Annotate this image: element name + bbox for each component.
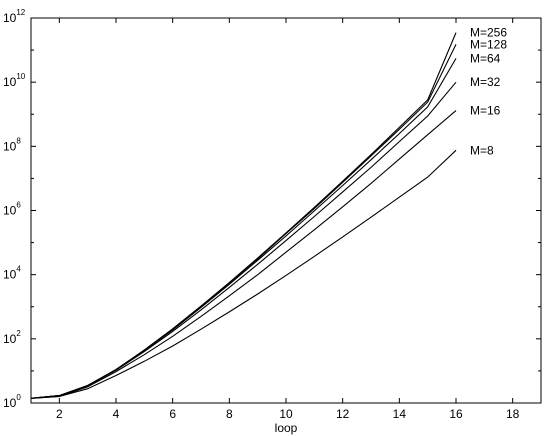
series-line-m-8 (30, 149, 457, 399)
x-tick-label: 12 (336, 407, 350, 421)
series-label-m-64: M=64 (470, 51, 501, 65)
x-tick-label: 4 (113, 407, 120, 421)
x-axis-ticks: 2 4 6 8 10 12 14 16 18 (56, 18, 520, 421)
x-tick-label: 6 (169, 407, 176, 421)
series-label-m-256: M=256 (470, 26, 507, 40)
series-label-m-16: M=16 (470, 104, 501, 118)
x-axis-title: loop (275, 421, 298, 435)
series-lines (30, 32, 457, 399)
x-tick-label: 16 (449, 407, 463, 421)
y-axis-ticks: 100 102 104 106 108 1010 1012 (3, 8, 541, 410)
series-label-m-128: M=128 (470, 37, 507, 51)
series-line-m-32 (30, 81, 457, 399)
y-tick-label: 102 (3, 329, 21, 346)
y-tick-label: 106 (3, 201, 21, 218)
y-tick-label: 100 (3, 393, 21, 410)
x-tick-label: 2 (56, 407, 63, 421)
plot-frame (30, 17, 542, 404)
x-tick-label: 14 (393, 407, 407, 421)
x-tick-label: 10 (279, 407, 293, 421)
y-tick-label: 108 (3, 136, 21, 153)
series-label-m-32: M=32 (470, 75, 501, 89)
series-line-m-16 (30, 110, 457, 399)
y-tick-label: 1010 (3, 72, 26, 89)
y-tick-label: 1012 (3, 8, 26, 25)
series-line-m-64 (30, 58, 457, 399)
series-line-m-256 (30, 32, 457, 399)
y-tick-label: 104 (3, 265, 21, 282)
series-line-m-128 (30, 44, 457, 399)
series-label-m-8: M=8 (470, 143, 494, 157)
x-tick-label: 8 (226, 407, 233, 421)
x-tick-label: 18 (506, 407, 520, 421)
